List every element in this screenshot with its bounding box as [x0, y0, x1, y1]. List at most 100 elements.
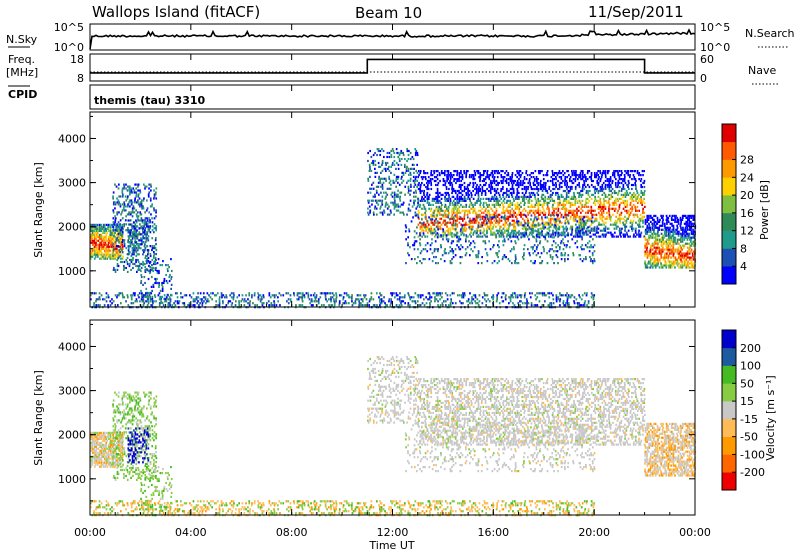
power-cell	[619, 220, 621, 222]
power-cell	[553, 178, 555, 180]
power-cell	[526, 198, 528, 200]
power-cell	[102, 256, 104, 258]
power-cell	[494, 170, 496, 172]
power-cell	[628, 216, 630, 218]
power-cell	[615, 178, 617, 180]
power-cell	[611, 182, 613, 184]
power-cell	[136, 213, 138, 215]
power-cell	[137, 294, 139, 296]
power-cell	[621, 212, 623, 214]
power-cell	[369, 166, 371, 168]
power-cell	[437, 214, 439, 216]
power-cell	[389, 152, 391, 154]
power-cell	[455, 170, 457, 172]
power-cell	[369, 212, 371, 214]
power-cell	[561, 172, 563, 174]
power-cell	[375, 176, 377, 178]
power-cell	[523, 248, 525, 250]
power-cell	[334, 302, 336, 304]
power-cell	[439, 292, 441, 294]
power-cell	[380, 166, 382, 168]
power-cell	[579, 254, 581, 256]
power-cell	[638, 174, 640, 176]
power-cell	[550, 254, 552, 256]
power-cell	[557, 174, 559, 176]
power-cell	[435, 218, 437, 220]
power-cell	[132, 243, 134, 245]
power-cell	[382, 160, 384, 162]
power-cell	[609, 190, 611, 192]
power-cell	[141, 203, 143, 205]
power-cell	[168, 298, 170, 300]
power-cell	[609, 186, 611, 188]
power-cell	[120, 302, 122, 304]
power-cell	[256, 304, 258, 306]
power-cell	[182, 296, 184, 298]
power-cell	[433, 256, 435, 258]
power-cell	[194, 304, 196, 306]
power-cell	[548, 218, 550, 220]
power-cell	[134, 189, 136, 191]
power-cell	[336, 296, 338, 298]
power-cell	[155, 191, 157, 193]
power-cell	[553, 298, 555, 300]
power-cell	[555, 224, 557, 226]
power-cell	[479, 216, 481, 218]
power-cell	[298, 292, 300, 294]
power-cell	[149, 221, 151, 223]
power-cell	[170, 278, 172, 280]
power-cell	[399, 292, 401, 294]
power-cell	[480, 218, 482, 220]
power-cell	[498, 246, 500, 248]
power-cell	[516, 214, 518, 216]
power-cell	[425, 296, 427, 298]
power-cell	[430, 180, 432, 182]
power-cell	[549, 250, 551, 252]
power-cell	[478, 170, 480, 172]
power-cell	[588, 200, 590, 202]
power-cell	[496, 202, 498, 204]
power-cell	[99, 248, 101, 250]
power-cell	[409, 194, 411, 196]
power-cell	[118, 230, 120, 232]
power-cell	[273, 304, 275, 306]
power-cell	[244, 298, 246, 300]
power-cell	[434, 296, 436, 298]
station-title: Wallops Island (fitACF)	[92, 3, 260, 21]
power-cell	[478, 250, 480, 252]
power-cell	[238, 304, 240, 306]
power-cell	[450, 198, 452, 200]
power-cell	[388, 300, 390, 302]
power-cell	[518, 220, 520, 222]
power-cell	[141, 298, 143, 300]
power-cell	[395, 186, 397, 188]
power-cell	[456, 180, 458, 182]
power-cell	[516, 170, 518, 172]
power-cell	[379, 200, 381, 202]
power-cell	[467, 212, 469, 214]
power-cell	[642, 218, 644, 220]
power-cell	[123, 223, 125, 225]
power-cell	[569, 218, 571, 220]
power-cell	[438, 182, 440, 184]
power-cell	[410, 152, 412, 154]
power-cell	[452, 214, 454, 216]
power-cell	[124, 261, 126, 263]
power-cell	[531, 292, 533, 294]
power-cell	[619, 228, 621, 230]
power-cell	[212, 292, 214, 294]
power-cell	[536, 224, 538, 226]
power-cell	[442, 194, 444, 196]
power-cell	[138, 253, 140, 255]
power-cell	[543, 194, 545, 196]
power-cell	[493, 244, 495, 246]
power-cell	[579, 186, 581, 188]
power-cell	[566, 228, 568, 230]
power-cell	[487, 216, 489, 218]
power-cell	[562, 238, 564, 240]
power-cell	[615, 170, 617, 172]
power-cell	[127, 239, 129, 241]
power-cell	[410, 178, 412, 180]
power-cell	[555, 242, 557, 244]
power-cell	[390, 212, 392, 214]
